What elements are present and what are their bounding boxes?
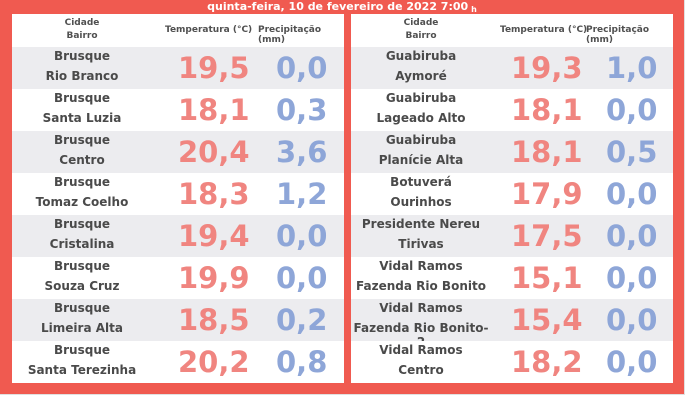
header-precipitacao: Precipitação (mm) — [258, 25, 322, 45]
bairro-label: Fazenda Rio Bonito — [356, 279, 486, 293]
bairro-label: Aymoré — [395, 69, 447, 83]
temperature-value: 18,3 — [178, 177, 250, 211]
header-location: Cidade Bairro — [351, 17, 491, 43]
precipitation-value: 0,0 — [606, 219, 658, 253]
cidade-label: Brusque — [53, 133, 111, 147]
bairro-label: Ourinhos — [390, 195, 452, 209]
cidade-label: Brusque — [53, 49, 111, 63]
bairro-label: Centro — [59, 153, 105, 167]
header-cidade: Cidade — [64, 18, 100, 28]
cidade-label: Presidente Nereu — [361, 217, 481, 231]
cidade-label: Brusque — [53, 91, 111, 105]
precipitation-value: 0,0 — [606, 303, 658, 337]
temperature-value: 18,1 — [511, 135, 583, 169]
temperature-value: 17,5 — [511, 219, 583, 253]
bairro-label: Limeira Alta — [41, 321, 123, 335]
right-table-header: Cidade Bairro Temperatura (°C) Precipita… — [351, 14, 673, 46]
temperature-value: 19,3 — [511, 51, 583, 85]
page-title: quinta-feira, 10 de fevereiro de 2022 7:… — [0, 0, 684, 16]
bairro-label: Tomaz Coelho — [35, 195, 129, 209]
temperature-value: 19,9 — [178, 261, 250, 295]
precipitation-value: 1,0 — [606, 51, 658, 85]
temperature-value: 17,9 — [511, 177, 583, 211]
table-row: Brusque Centro 20,4 3,6 — [12, 131, 344, 173]
header-temperatura: Temperatura (°C) — [500, 25, 588, 35]
cidade-label: Vidal Ramos — [379, 259, 463, 273]
temperature-value: 19,5 — [178, 51, 250, 85]
precipitation-value: 3,6 — [276, 135, 328, 169]
bairro-label: Cristalina — [49, 237, 115, 251]
header-cidade: Cidade — [403, 18, 439, 28]
precipitation-value: 0,0 — [606, 93, 658, 127]
cidade-label: Vidal Ramos — [379, 343, 463, 357]
temperature-value: 18,2 — [511, 345, 583, 379]
precipitation-value: 0,0 — [606, 345, 658, 379]
precipitation-value: 0,0 — [276, 51, 328, 85]
cidade-label: Brusque — [53, 343, 111, 357]
table-row: Presidente Nereu Tirivas 17,5 0,0 — [351, 215, 673, 257]
table-row: Brusque Souza Cruz 19,9 0,0 — [12, 257, 344, 299]
bairro-label: Lageado Alto — [376, 111, 466, 125]
cidade-label: Brusque — [53, 175, 111, 189]
precipitation-value: 0,2 — [276, 303, 328, 337]
table-row: Guabiruba Aymoré 19,3 1,0 — [351, 47, 673, 89]
temperature-value: 15,4 — [511, 303, 583, 337]
header-temperatura: Temperatura (°C) — [165, 25, 253, 35]
header-precipitacao: Precipitação (mm) — [586, 25, 650, 45]
cidade-label: Brusque — [53, 259, 111, 273]
table-row: Guabiruba Lageado Alto 18,1 0,0 — [351, 89, 673, 131]
table-row: Brusque Tomaz Coelho 18,3 1,2 — [12, 173, 344, 215]
temperature-value: 20,2 — [178, 345, 250, 379]
cidade-label: Brusque — [53, 217, 111, 231]
bairro-label: Rio Branco — [45, 69, 119, 83]
left-table-header: Cidade Bairro Temperatura (°C) Precipita… — [12, 14, 344, 46]
precipitation-value: 0,3 — [276, 93, 328, 127]
cidade-label: Vidal Ramos — [379, 301, 463, 315]
cidade-label: Guabiruba — [385, 49, 457, 63]
precipitation-value: 0,8 — [276, 345, 328, 379]
header-location: Cidade Bairro — [12, 17, 152, 43]
bairro-label: Planície Alta — [378, 153, 464, 167]
left-panel: Cidade Bairro Temperatura (°C) Precipita… — [12, 14, 344, 383]
precipitation-value: 0,0 — [276, 219, 328, 253]
table-row: Vidal Ramos Fazenda Rio Bonito 15,1 0,0 — [351, 257, 673, 299]
temperature-value: 18,5 — [178, 303, 250, 337]
bairro-label: Santa Terezinha — [27, 363, 137, 377]
temperature-value: 15,1 — [511, 261, 583, 295]
table-row: Brusque Santa Luzia 18,1 0,3 — [12, 89, 344, 131]
table-row: Brusque Rio Branco 19,5 0,0 — [12, 47, 344, 89]
bairro-label: Centro — [398, 363, 444, 377]
bairro-label: Souza Cruz — [44, 279, 120, 293]
precipitation-value: 1,2 — [276, 177, 328, 211]
precipitation-value: 0,0 — [606, 261, 658, 295]
table-row: Botuverá Ourinhos 17,9 0,0 — [351, 173, 673, 215]
bairro-label: Santa Luzia — [42, 111, 122, 125]
temperature-value: 19,4 — [178, 219, 250, 253]
temperature-value: 18,1 — [511, 93, 583, 127]
date-time: quinta-feira, 10 de fevereiro de 2022 7:… — [207, 0, 469, 13]
temperature-value: 20,4 — [178, 135, 250, 169]
header-bairro: Bairro — [405, 31, 437, 41]
bairro-label: Tirivas — [398, 237, 444, 251]
precipitation-value: 0,0 — [276, 261, 328, 295]
table-row: Brusque Limeira Alta 18,5 0,2 — [12, 299, 344, 341]
table-row: Brusque Cristalina 19,4 0,0 — [12, 215, 344, 257]
header-bairro: Bairro — [66, 31, 98, 41]
cidade-label: Guabiruba — [385, 133, 457, 147]
table-row: Brusque Santa Terezinha 20,2 0,8 — [12, 341, 344, 383]
precipitation-value: 0,5 — [606, 135, 658, 169]
table-row: Vidal Ramos Centro 18,2 0,0 — [351, 341, 673, 383]
hour-suffix: h — [471, 5, 477, 14]
cidade-label: Brusque — [53, 301, 111, 315]
temperature-value: 18,1 — [178, 93, 250, 127]
precipitation-value: 0,0 — [606, 177, 658, 211]
right-panel: Cidade Bairro Temperatura (°C) Precipita… — [351, 14, 673, 383]
table-row: Guabiruba Planície Alta 18,1 0,5 — [351, 131, 673, 173]
cidade-label: Botuverá — [390, 175, 452, 189]
cidade-label: Guabiruba — [385, 91, 457, 105]
